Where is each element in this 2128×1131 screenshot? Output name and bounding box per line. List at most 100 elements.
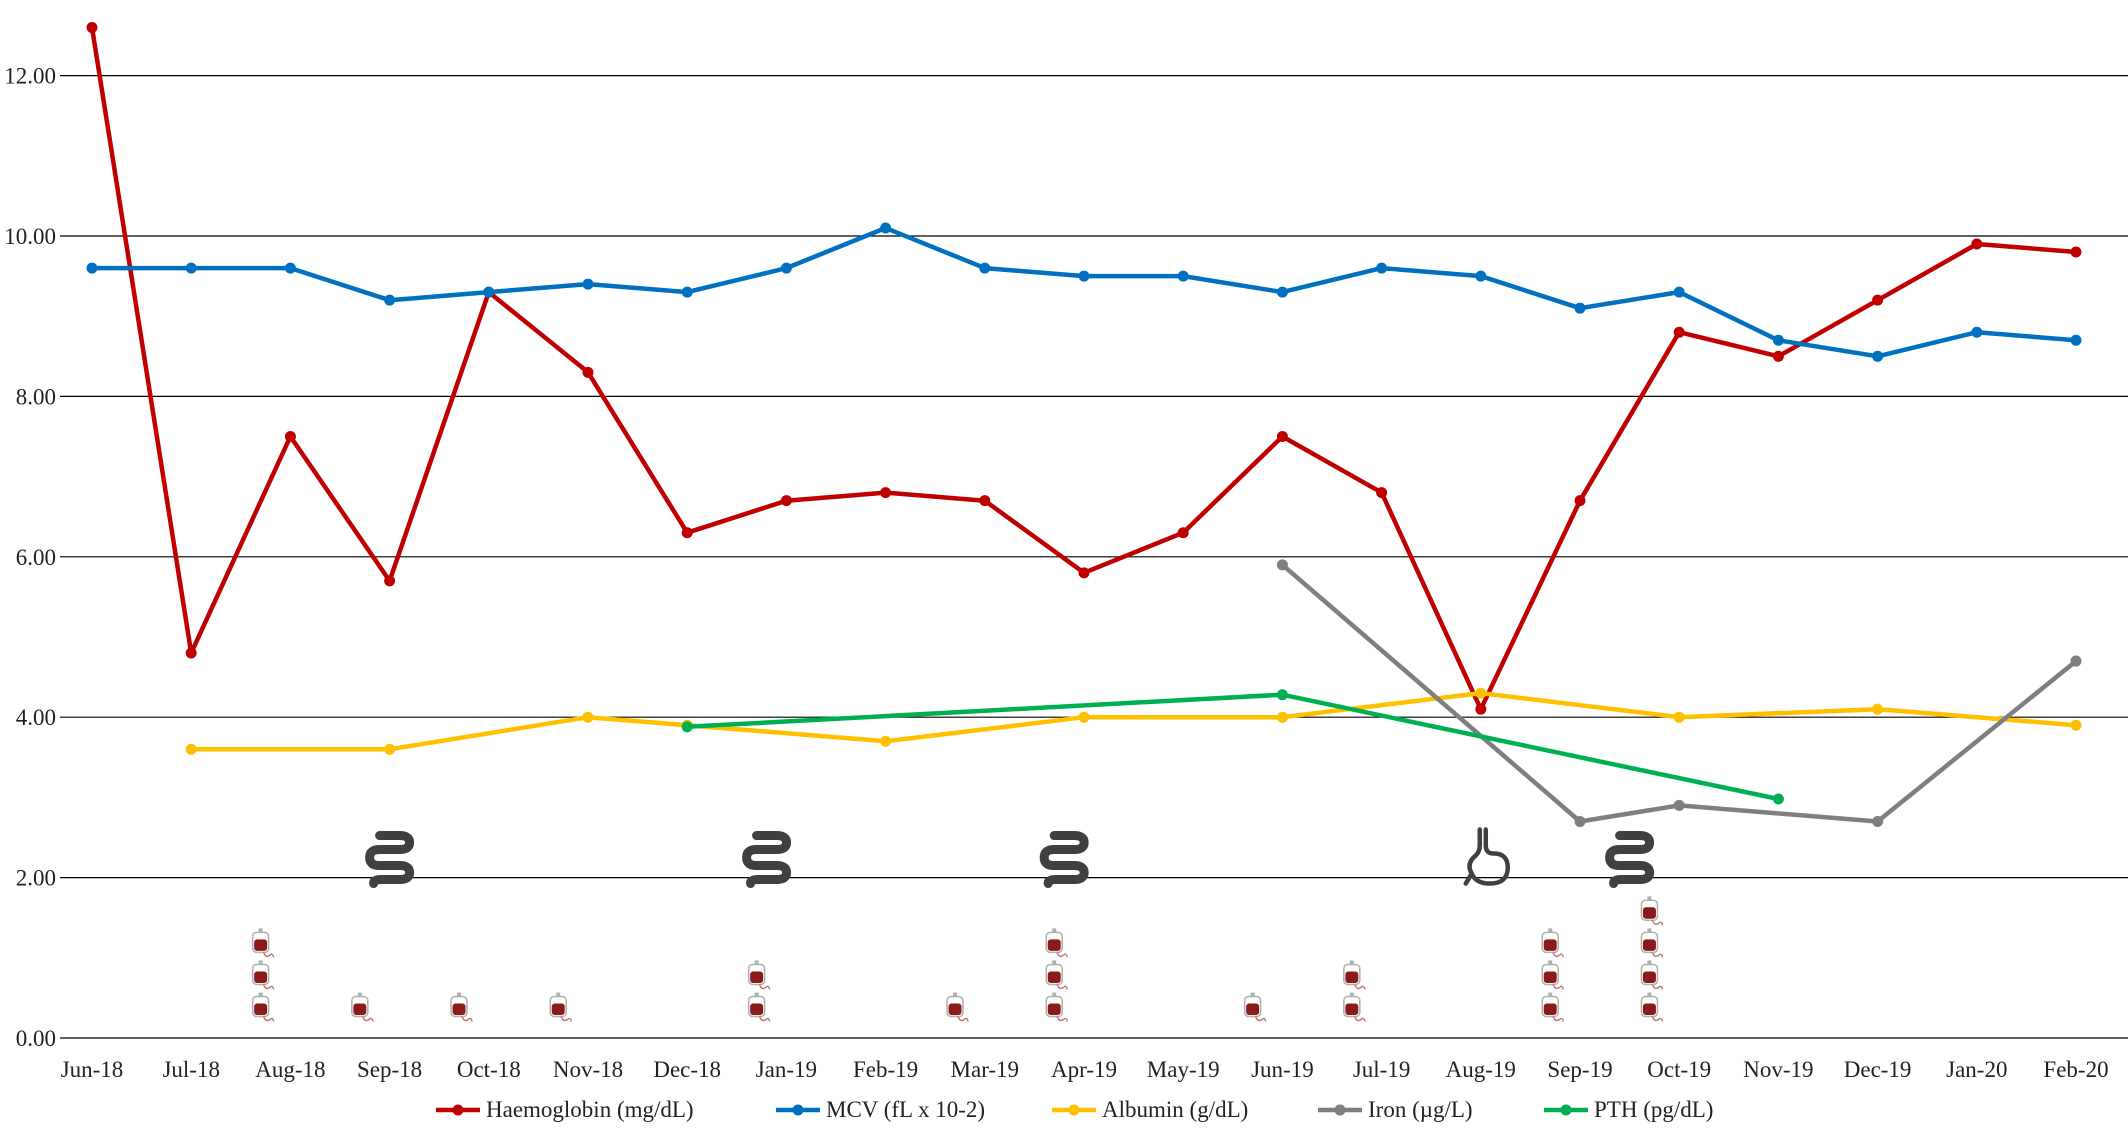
data-point [1772, 334, 1784, 346]
data-point [1574, 815, 1586, 827]
series-line [89, 25, 2079, 712]
blood-bag-icon [1045, 992, 1068, 1022]
legend-label: Albumin (g/dL) [1102, 1097, 1248, 1122]
data-point [1872, 815, 1884, 827]
series-1 [86, 222, 2082, 362]
data-point [1673, 326, 1685, 338]
data-point [1078, 567, 1090, 579]
x-tick-label: Nov-18 [553, 1057, 623, 1082]
x-tick-label: Jan-20 [1946, 1057, 2007, 1082]
gridlines [60, 74, 2128, 1039]
intestine-icon [1039, 831, 1089, 889]
x-tick-label: Nov-19 [1743, 1057, 1813, 1082]
data-point [1673, 799, 1685, 811]
data-point [384, 743, 396, 755]
data-point [1177, 527, 1189, 539]
legend-item: Albumin (g/dL) [1052, 1097, 1248, 1122]
intestine-icon [742, 831, 792, 889]
x-tick-label: May-19 [1147, 1057, 1220, 1082]
series-4 [681, 689, 1784, 805]
x-tick-label: Dec-19 [1844, 1057, 1912, 1082]
x-axis: Jun-18 Jul-18 Aug-18 Sep-18 Oct-18 Nov-18 Dec-… [61, 1057, 2109, 1082]
x-tick-label: Feb-19 [853, 1057, 918, 1082]
data-point [582, 711, 594, 723]
data-point [1673, 711, 1685, 723]
data-point [880, 735, 892, 747]
data-point [2070, 655, 2082, 667]
data-point [1276, 559, 1288, 571]
data-point [681, 721, 693, 733]
blood-bag-icon [1343, 960, 1366, 990]
data-point [1376, 262, 1388, 274]
legend-item: Haemoglobin (mg/dL) [436, 1097, 694, 1122]
data-point [2070, 719, 2082, 731]
data-point [1673, 286, 1685, 298]
data-point [780, 262, 792, 274]
x-tick-label: Feb-20 [2043, 1057, 2108, 1082]
data-point [384, 294, 396, 306]
data-point [1276, 286, 1288, 298]
data-point [1971, 326, 1983, 338]
data-series [86, 21, 2082, 827]
data-point [1177, 270, 1189, 282]
data-point [1276, 689, 1288, 701]
y-tick-label: 10.00 [4, 224, 56, 249]
blood-bag-icon [251, 992, 275, 1022]
data-point [1872, 294, 1884, 306]
data-point [1772, 793, 1784, 805]
blood-bag-icon [1045, 960, 1068, 990]
data-point [1475, 703, 1487, 715]
x-tick-label: Aug-18 [255, 1057, 325, 1082]
data-point [582, 278, 594, 290]
data-point [1971, 238, 1983, 250]
blood-bag-icon [1640, 896, 1664, 926]
data-point [979, 262, 991, 274]
data-point [1276, 711, 1288, 723]
data-point [86, 262, 98, 274]
data-point [185, 743, 197, 755]
data-point [1078, 270, 1090, 282]
intestine-icon [1605, 831, 1655, 889]
x-tick-label: Jun-18 [61, 1057, 124, 1082]
legend-item: Iron (µg/L) [1318, 1097, 1473, 1122]
legend-swatch-marker [1068, 1104, 1080, 1116]
y-tick-label: 4.00 [16, 705, 56, 730]
series-0 [86, 21, 2082, 715]
data-point [979, 495, 991, 507]
x-tick-label: Jun-19 [1251, 1057, 1314, 1082]
data-point [1276, 431, 1288, 442]
y-tick-label: 12.00 [4, 64, 56, 89]
x-tick-label: Jul-19 [1353, 1057, 1411, 1082]
series-3 [1276, 559, 2082, 827]
series-2 [185, 687, 2082, 755]
blood-bag-icon [1343, 992, 1366, 1022]
intestine-icon [365, 831, 415, 889]
y-tick-label: 2.00 [16, 866, 56, 891]
x-tick-label: Sep-18 [357, 1057, 422, 1082]
x-tick-label: Aug-19 [1446, 1057, 1516, 1082]
blood-bag-icon [1243, 992, 1267, 1022]
data-point [2070, 334, 2082, 346]
x-tick-label: Oct-18 [457, 1057, 521, 1082]
data-point [1078, 711, 1090, 723]
y-axis: 0.00 2.00 4.00 6.00 8.00 10.00 12.00 [4, 64, 56, 1051]
data-point [1475, 687, 1487, 699]
data-point [681, 527, 693, 539]
data-point [582, 366, 594, 378]
data-point [780, 495, 792, 507]
blood-bag-icon [1541, 992, 1564, 1022]
y-tick-label: 8.00 [16, 384, 56, 409]
blood-bag-icon [450, 992, 473, 1022]
data-point [1376, 487, 1388, 499]
y-tick-label: 6.00 [16, 545, 56, 570]
blood-bag-icon [549, 992, 572, 1022]
blood-bag-icon [1541, 928, 1564, 958]
blood-bag-icon [747, 960, 771, 990]
data-point [1772, 350, 1784, 362]
blood-bag-icon [1045, 928, 1068, 958]
blood-bag-icon [1640, 992, 1664, 1022]
clinical-event-icons [251, 827, 1664, 1022]
legend-item: PTH (pg/dL) [1544, 1097, 1713, 1122]
x-tick-label: Jan-19 [756, 1057, 817, 1082]
legend-swatch-marker [452, 1104, 464, 1116]
